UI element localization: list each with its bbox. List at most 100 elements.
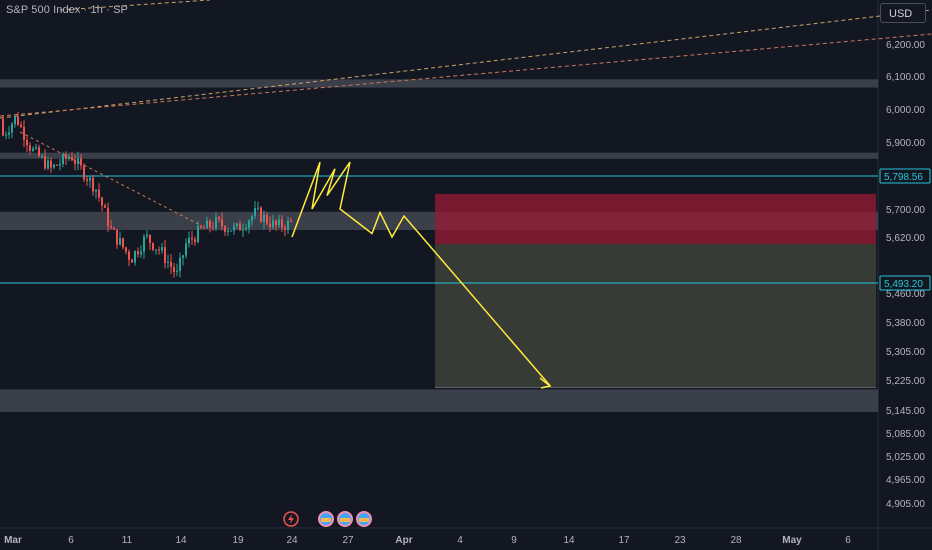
candle: [152, 242, 154, 250]
support-resistance-zone: [0, 152, 878, 159]
symbol-title: S&P 500 Index · 1h · SP: [6, 4, 128, 16]
y-tick-label: 5,620.00: [886, 233, 925, 244]
candle: [68, 157, 70, 159]
candle: [233, 225, 235, 231]
x-tick-label: May: [782, 535, 802, 546]
candle: [191, 237, 193, 240]
candle: [170, 261, 172, 267]
candle: [263, 214, 265, 222]
candle: [89, 177, 91, 181]
y-tick-label: 5,700.00: [886, 205, 925, 216]
candle: [101, 197, 103, 206]
candle: [146, 234, 148, 237]
projection-arrowhead: [539, 377, 552, 389]
trendline-descending: [19, 131, 201, 226]
x-tick-label: Mar: [4, 535, 22, 546]
flag-icon[interactable]: [318, 511, 334, 527]
candle: [35, 147, 37, 149]
candle: [140, 251, 142, 255]
candle: [278, 219, 280, 226]
candle: [26, 139, 28, 146]
candle: [215, 217, 217, 229]
candle: [119, 238, 121, 245]
candle: [5, 134, 7, 136]
x-tick-label: 14: [175, 535, 187, 546]
candle: [257, 207, 259, 209]
candle: [281, 219, 283, 228]
price-label-box: [879, 275, 931, 291]
support-resistance-zone: [0, 79, 878, 88]
candle: [227, 230, 229, 232]
candle: [158, 249, 160, 251]
x-tick-label: 17: [618, 535, 630, 546]
candle: [176, 270, 178, 272]
y-tick-label: 6,100.00: [886, 72, 925, 83]
candle: [173, 266, 175, 272]
candle: [188, 237, 190, 244]
flag-icon[interactable]: [337, 511, 353, 527]
candle: [206, 220, 208, 229]
projection-path: [291, 161, 551, 387]
candle: [194, 239, 196, 243]
candle: [74, 160, 76, 164]
candle: [80, 158, 82, 166]
x-tick-label: 11: [122, 535, 133, 546]
take-profit-box: [435, 244, 876, 388]
lightning-icon[interactable]: [283, 511, 299, 527]
x-tick-label: 9: [511, 535, 517, 546]
candle: [113, 227, 115, 230]
candle: [242, 229, 244, 231]
trendline-lower: [0, 33, 932, 117]
y-tick-label: 5,225.00: [886, 376, 925, 387]
candle: [92, 177, 94, 192]
candle: [23, 126, 25, 140]
candle: [284, 227, 286, 230]
candle: [182, 255, 184, 258]
y-tick-label: 4,965.00: [886, 475, 925, 486]
candle: [260, 207, 262, 222]
candle: [161, 247, 163, 251]
support-resistance-zone: [0, 389, 878, 412]
candle: [224, 226, 226, 232]
candle: [29, 145, 31, 151]
candle: [143, 236, 145, 252]
price-label: 5,798.56: [884, 172, 923, 183]
candle: [77, 158, 79, 164]
flag-icon[interactable]: [356, 511, 372, 527]
candle: [275, 220, 277, 226]
candle: [2, 118, 4, 136]
candle: [239, 223, 241, 231]
candle: [83, 165, 85, 180]
currency-button[interactable]: USD: [880, 3, 926, 23]
candle: [185, 243, 187, 256]
candle: [95, 189, 97, 192]
candle: [230, 230, 232, 232]
x-tick-label: 6: [68, 535, 74, 546]
x-tick-label: 4: [457, 535, 463, 546]
candle: [104, 205, 106, 208]
candle: [164, 247, 166, 263]
candle: [116, 229, 118, 245]
candle: [62, 154, 64, 164]
candle: [125, 247, 127, 252]
candle: [71, 157, 73, 161]
candle: [53, 164, 55, 168]
x-tick-label: 23: [674, 535, 686, 546]
x-tick-label: 28: [730, 535, 742, 546]
candle: [134, 251, 136, 263]
y-tick-label: 6,000.00: [886, 105, 925, 116]
candle: [167, 261, 169, 263]
candle: [11, 124, 13, 133]
y-tick-label: 5,305.00: [886, 347, 925, 358]
event-icons: [283, 511, 372, 527]
candle: [248, 220, 250, 228]
candle: [86, 179, 88, 181]
y-tick-label: 5,025.00: [886, 452, 925, 463]
y-tick-label: 6,200.00: [886, 40, 925, 51]
candle: [269, 223, 271, 228]
candle: [212, 227, 214, 229]
x-tick-label: 27: [342, 535, 354, 546]
candle: [50, 160, 52, 168]
